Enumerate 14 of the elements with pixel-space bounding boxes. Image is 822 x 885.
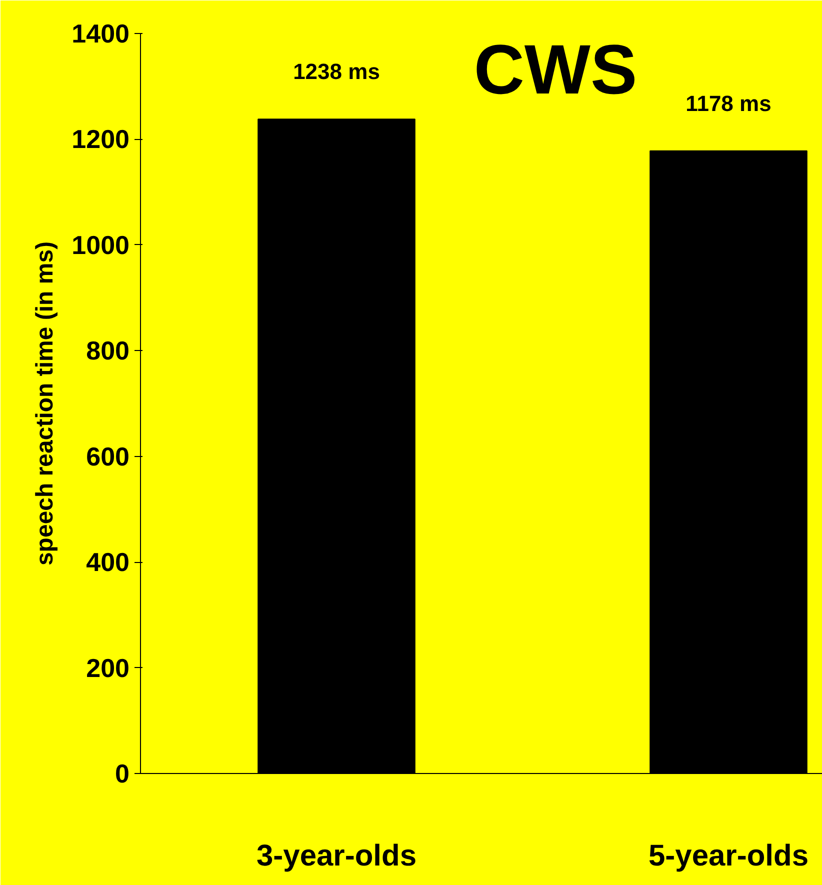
y-axis-title: speech reaction time (in ms) [32,241,59,566]
chart-title: CWS [474,30,638,108]
y-tick-label: 400 [86,547,130,578]
x-tick-label: 3-year-olds [256,840,417,872]
data-label: 1238 ms [293,59,380,84]
y-tick-label: 1000 [72,230,130,260]
y-tick-label: 0 [115,758,130,788]
y-tick-label: 1200 [72,124,130,154]
y-tick-label: 800 [86,336,130,366]
x-tick-label: 5-year-olds [648,840,809,872]
y-tick-label: 200 [86,652,130,683]
data-label: 1178 ms [686,90,772,116]
y-tick-label: 1400 [72,18,130,48]
y-tick-label: 600 [86,441,130,472]
